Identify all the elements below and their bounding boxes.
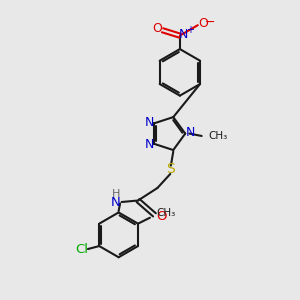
Text: N: N xyxy=(179,28,188,40)
Text: O: O xyxy=(198,17,208,30)
Text: Cl: Cl xyxy=(75,242,88,256)
Text: O: O xyxy=(152,22,162,35)
Text: S: S xyxy=(167,162,175,176)
Text: O: O xyxy=(156,210,166,223)
Text: −: − xyxy=(205,16,216,29)
Text: CH₃: CH₃ xyxy=(208,131,227,141)
Text: N: N xyxy=(185,127,195,140)
Text: CH₃: CH₃ xyxy=(157,208,176,218)
Text: N: N xyxy=(111,196,121,208)
Text: +: + xyxy=(186,25,194,35)
Text: H: H xyxy=(111,189,120,199)
Text: N: N xyxy=(144,138,154,151)
Text: N: N xyxy=(144,116,154,129)
